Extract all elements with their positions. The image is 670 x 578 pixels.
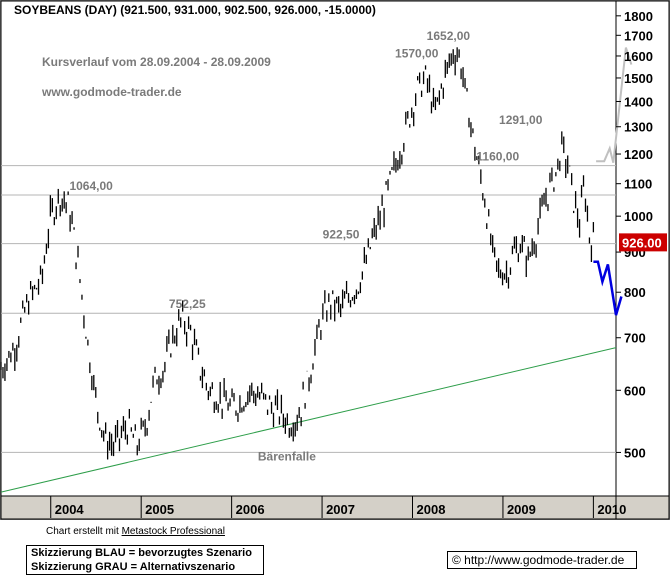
chart-frame: 1064,00 752,25 1570,00 1652,00 1291,00 1160,0… xyxy=(0,0,670,520)
chart-subtitle: www.godmode-trader.de xyxy=(41,85,182,99)
y-tick-label: 1600 xyxy=(624,49,653,64)
price-annotation: 1570,00 xyxy=(395,46,439,60)
price-annotation: 1160,00 xyxy=(476,150,519,164)
legend-grey: Skizzierung GRAU = Alternativszenario xyxy=(31,561,236,573)
y-tick-label: 1300 xyxy=(624,120,653,135)
x-tick-label: 2005 xyxy=(145,502,174,517)
current-price-badge xyxy=(619,233,667,252)
ohlc-readout: (921.500, 931.000, 902.500, 926.000, -15… xyxy=(120,3,376,17)
x-tick-label: 2008 xyxy=(417,502,446,517)
x-tick-label: 2007 xyxy=(326,502,355,517)
y-tick-label: 1200 xyxy=(624,147,653,162)
price-annotation: 922,50 xyxy=(323,228,360,242)
y-tick-label: 700 xyxy=(624,331,646,346)
legend-blue: Skizzierung BLAU = bevorzugtes Szenario xyxy=(31,547,252,559)
chart-title: Kursverlauf vom 28.09.2004 - 28.09.2009 xyxy=(42,55,271,69)
scenario-blue-path xyxy=(593,260,623,316)
chart-credit: Chart erstellt mit Metastock Professiona… xyxy=(46,526,225,537)
y-tick-label: 800 xyxy=(624,285,646,300)
y-tick-label: 1400 xyxy=(624,94,653,109)
y-tick-label: 500 xyxy=(624,445,646,460)
y-tick-label: 1100 xyxy=(624,177,652,192)
y-tick-label: 1700 xyxy=(624,28,653,43)
support-trendline xyxy=(0,347,617,493)
current-price-label: 926.00 xyxy=(622,235,662,250)
scenario-grey-path xyxy=(596,47,633,163)
y-tick-label: 1000 xyxy=(624,209,653,224)
event-label: Bärenfalle xyxy=(258,450,316,464)
symbol-label: SOYBEANS (DAY) xyxy=(14,3,117,17)
axis-corner xyxy=(615,495,670,520)
plot-area xyxy=(0,0,617,497)
scenario-legend: Skizzierung BLAU = bevorzugtes Szenario … xyxy=(26,545,264,575)
x-tick-label: 2006 xyxy=(236,502,265,517)
x-tick-label: 2004 xyxy=(55,502,85,517)
price-annotation: 1652,00 xyxy=(427,29,471,43)
price-annotation: 1064,00 xyxy=(69,179,113,193)
copyright-link[interactable]: © http://www.godmode-trader.de xyxy=(447,551,637,569)
y-tick-label: 1800 xyxy=(624,9,653,24)
y-tick-label: 1500 xyxy=(624,71,653,86)
x-tick-label: 2010 xyxy=(597,502,626,517)
chart-header: SOYBEANS (DAY) (921.500, 931.000, 902.50… xyxy=(14,3,376,17)
x-tick-label: 2009 xyxy=(507,502,536,517)
metastock-link[interactable]: Metastock Professional xyxy=(121,526,225,537)
price-annotation: 1291,00 xyxy=(499,113,543,127)
price-chart: 1064,00 752,25 1570,00 1652,00 1291,00 1160,0… xyxy=(0,0,670,520)
credit-prefix: Chart erstellt mit xyxy=(46,526,119,537)
price-annotation: 752,25 xyxy=(169,297,206,311)
y-tick-label: 600 xyxy=(624,383,646,398)
